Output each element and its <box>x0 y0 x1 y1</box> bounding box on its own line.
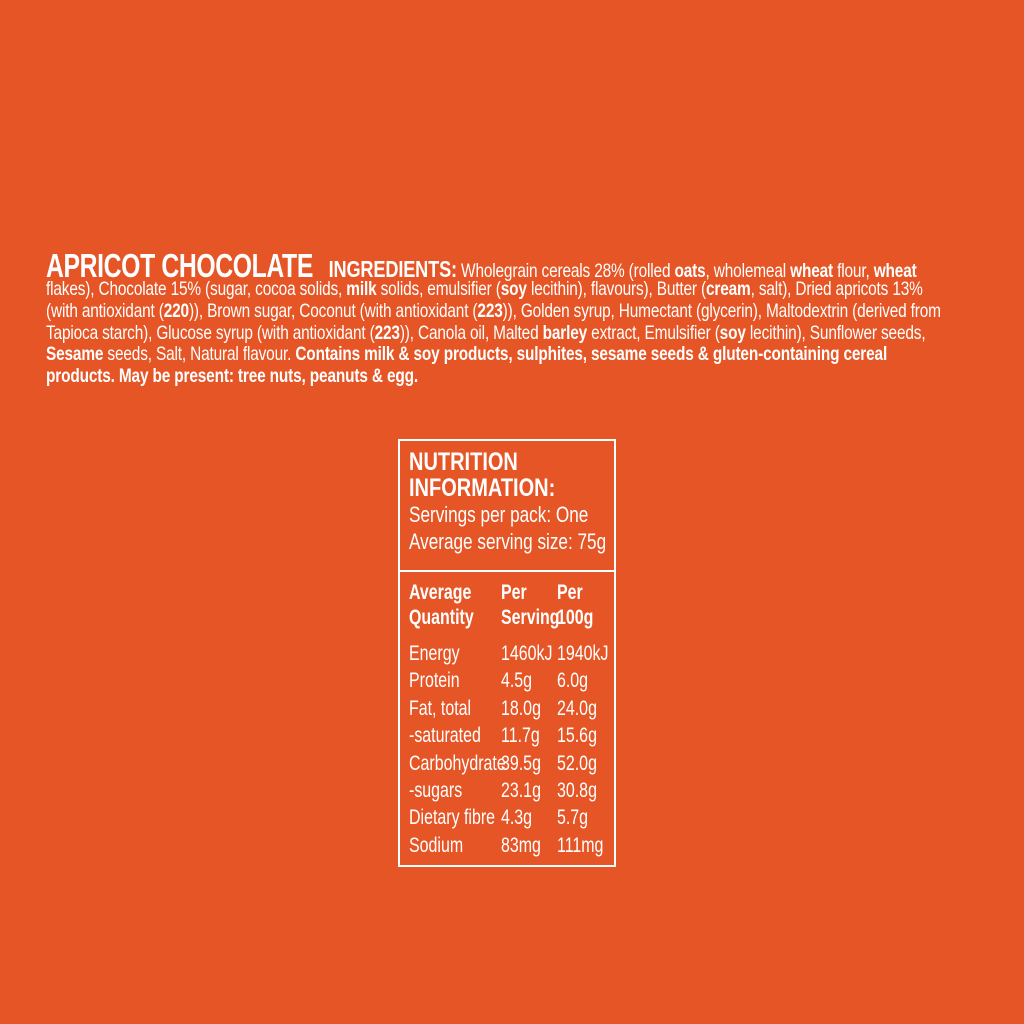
nutrient-name: Carbohydrate <box>409 751 506 775</box>
nutrient-name: Energy <box>409 642 460 665</box>
ingredients-line: products. May be present: tree nuts, pea… <box>46 365 941 388</box>
nutrition-header: NUTRITION INFORMATION: Servings per pack… <box>400 441 614 571</box>
ingredients-text: )), Golden syrup, Humectant (glycerin), … <box>502 299 941 322</box>
table-row: -sugars 23.1g 30.8g <box>409 777 614 804</box>
per-serving-value: 23.1g <box>501 778 541 802</box>
bold-allergen-text: oats <box>674 260 706 282</box>
ingredients-text: seeds, Salt, Natural flavour. <box>103 343 296 366</box>
table-row: Sodium 83mg 111mg <box>409 832 614 859</box>
nutrient-name: -sugars <box>409 778 463 802</box>
nutrient-name: Protein <box>409 669 460 693</box>
divider <box>400 570 614 572</box>
ingredients-text: flour, <box>833 260 874 282</box>
table-row: Energy 1460kJ 1940kJ <box>409 640 614 667</box>
per-serving-value: 4.5g <box>501 669 533 693</box>
per-100g-value: 30.8g <box>557 778 597 802</box>
table-row: -saturated 11.7g 15.6g <box>409 722 614 749</box>
ingredients-text: )), Brown sugar, Coconut (with antioxida… <box>188 299 478 322</box>
nutrition-panel: NUTRITION INFORMATION: Servings per pack… <box>398 439 616 867</box>
ingredients-line: (with antioxidant (220)), Brown sugar, C… <box>46 299 941 323</box>
ingredients-text: lecithin), Sunflower seeds, <box>745 321 926 344</box>
column-header: Serving <box>501 606 560 629</box>
column-header: Per <box>557 581 583 604</box>
ingredients-text: (with antioxidant ( <box>46 299 164 322</box>
per-100g-value: 1940kJ <box>557 642 609 665</box>
ingredients-text: , salt), Dried apricots 13% <box>750 278 923 300</box>
table-header-row: Average Per Per <box>409 580 614 605</box>
per-serving-value: 1460kJ <box>501 642 553 665</box>
bold-allergen-text: 223 <box>477 299 503 322</box>
bold-allergen-text: milk <box>346 278 377 300</box>
ingredients-heading: INGREDIENTS: <box>328 256 457 282</box>
table-header-row: Quantity Serving 100g <box>409 605 614 630</box>
product-title: APRICOT CHOCOLATE <box>46 247 313 284</box>
ingredients-text: Wholegrain cereals 28% (rolled <box>456 260 675 282</box>
nutrient-name: Dietary fibre <box>409 806 496 830</box>
per-100g-value: 111mg <box>557 833 604 857</box>
ingredients-text: flakes), Chocolate 15% (sugar, cocoa sol… <box>46 278 347 300</box>
per-100g-value: 6.0g <box>557 669 589 693</box>
bold-allergen-text: wheat <box>790 260 834 282</box>
per-100g-value: 24.0g <box>557 696 597 720</box>
bold-allergen-text: products. May be present: tree nuts, pea… <box>46 365 419 388</box>
ingredients-block: APRICOT CHOCOLATE INGREDIENTS: Wholegrain… <box>46 247 1024 388</box>
bold-allergen-text: Contains milk & soy products, sulphites,… <box>295 343 888 366</box>
nutrition-title: NUTRITION <box>409 448 518 476</box>
column-header: Quantity <box>409 606 474 629</box>
per-serving-value: 83mg <box>501 833 541 857</box>
per-serving-value: 4.3g <box>501 806 533 830</box>
table-row: Dietary fibre 4.3g 5.7g <box>409 804 614 831</box>
per-100g-value: 52.0g <box>557 751 597 775</box>
bold-allergen-text: wheat <box>873 260 917 282</box>
ingredients-line: Tapioca starch), Glucose syrup (with ant… <box>46 321 941 345</box>
bold-allergen-text: soy <box>719 321 746 344</box>
column-header: 100g <box>557 606 594 629</box>
per-serving-value: 39.5g <box>501 751 541 775</box>
nutrition-table: Average Per Per Quantity Serving 100g En… <box>409 580 614 859</box>
ingredients-line: flakes), Chocolate 15% (sugar, cocoa sol… <box>46 278 941 301</box>
ingredients-text: , wholemeal <box>705 260 791 282</box>
ingredients-line: APRICOT CHOCOLATE INGREDIENTS: Wholegrain… <box>46 247 941 284</box>
ingredients-text: )), Canola oil, Malted <box>399 321 543 344</box>
ingredients-text: solids, emulsifier ( <box>376 278 501 300</box>
bold-allergen-text: soy <box>500 278 527 300</box>
ingredients-text: extract, Emulsifier ( <box>587 321 720 344</box>
column-header: Per <box>501 581 527 604</box>
servings-per-pack: Servings per pack: One <box>409 502 589 527</box>
per-serving-value: 11.7g <box>501 724 540 748</box>
table-row: Fat, total 18.0g 24.0g <box>409 695 614 722</box>
bold-allergen-text: cream <box>705 278 751 300</box>
serving-size: Average serving size: 75g <box>409 529 607 554</box>
ingredients-text: lecithin), flavours), Butter ( <box>526 278 706 300</box>
nutrient-name: Sodium <box>409 833 464 857</box>
bold-allergen-text: 220 <box>163 299 189 322</box>
nutrition-title: INFORMATION: <box>409 474 556 502</box>
ingredients-text: Tapioca starch), Glucose syrup (with ant… <box>46 321 375 344</box>
per-100g-value: 5.7g <box>557 806 589 830</box>
per-100g-value: 15.6g <box>557 724 597 748</box>
per-serving-value: 18.0g <box>501 696 541 720</box>
nutrient-name: -saturated <box>409 724 481 748</box>
table-row: Protein 4.5g 6.0g <box>409 667 614 694</box>
bold-allergen-text: Sesame <box>46 343 104 366</box>
column-header: Average <box>409 581 472 604</box>
bold-allergen-text: barley <box>542 321 588 344</box>
table-row: Carbohydrate 39.5g 52.0g <box>409 750 614 777</box>
nutrient-name: Fat, total <box>409 696 472 720</box>
bold-allergen-text: 223 <box>374 321 400 344</box>
ingredients-line: Sesame seeds, Salt, Natural flavour. Con… <box>46 343 941 366</box>
